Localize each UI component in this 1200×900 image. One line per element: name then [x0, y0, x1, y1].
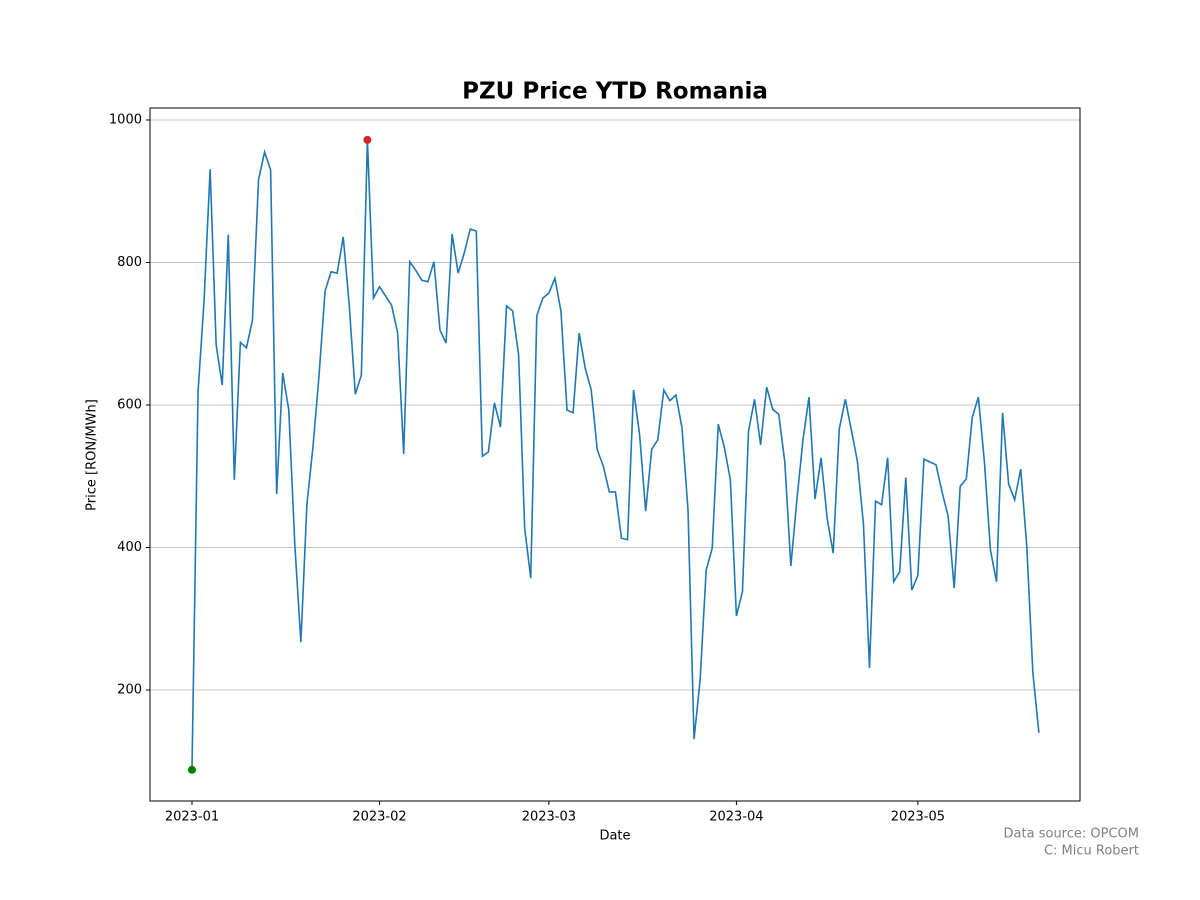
chart-title: PZU Price YTD Romania — [462, 79, 768, 105]
annotation: C: Micu Robert — [1044, 844, 1139, 859]
plot-frame — [149, 107, 1081, 802]
y-tick-label: 600 — [117, 397, 142, 412]
y-tick-label: 800 — [117, 255, 142, 270]
y-axis-label: Price [RON/MWh] — [85, 399, 100, 511]
x-axis-label: Date — [599, 829, 630, 844]
x-tick-label: 2023-04 — [709, 810, 763, 825]
y-tick-label: 1000 — [109, 112, 142, 127]
y-tick-label: 200 — [117, 682, 142, 697]
x-tick-label: 2023-02 — [352, 810, 406, 825]
max-point — [363, 135, 372, 144]
annotation: Data source: OPCOM — [1004, 827, 1139, 842]
x-tick-label: 2023-03 — [522, 810, 576, 825]
min-point — [187, 765, 196, 774]
x-tick-label: 2023-01 — [165, 810, 219, 825]
x-tick-label: 2023-05 — [891, 810, 945, 825]
y-tick-label: 400 — [117, 540, 142, 555]
series-line — [191, 139, 1040, 770]
